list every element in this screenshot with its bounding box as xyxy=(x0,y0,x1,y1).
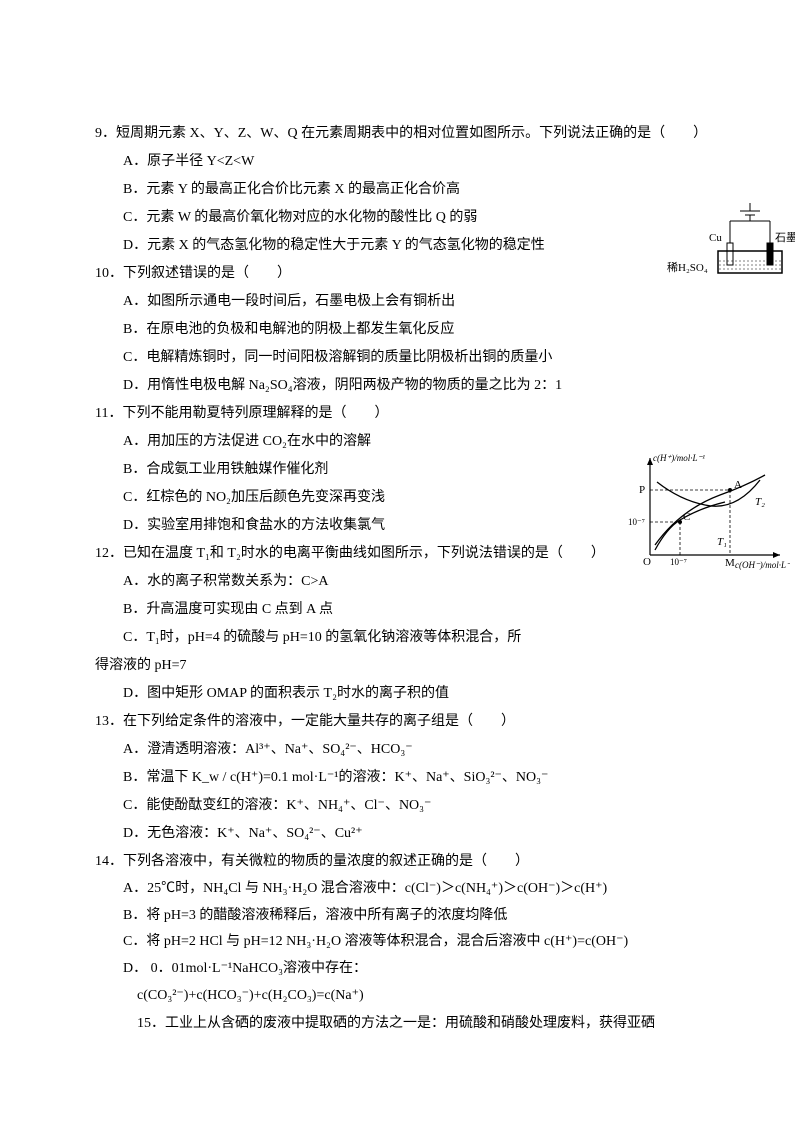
q12-stem: 12．已知在温度 T₁和 T₂时水的电离平衡曲线如图所示，下列说法错误的是（ ） xyxy=(95,540,705,568)
q10-opt-d: D．用惰性电极电解 Na₂SO₄溶液，阴阳两极产物的物质的量之比为 2：1 xyxy=(95,372,705,400)
graphite-label: 石墨 xyxy=(775,231,795,244)
q11-stem: 11．下列不能用勒夏特列原理解释的是（ ） xyxy=(95,400,705,428)
q11-opt-c: C．红棕色的 NO₂加压后颜色先变深再变浅 xyxy=(95,484,705,512)
svg-text:T₁: T₁ xyxy=(717,536,727,548)
svg-text:c(OH⁻)/mol·L⁻¹: c(OH⁻)/mol·L⁻¹ xyxy=(735,560,790,570)
q14-opt-d: D． 0．01mol·L⁻¹NaHCO₃溶液中存在： xyxy=(95,956,705,983)
q13-opt-d: D．无色溶液：K⁺、Na⁺、SO₄²⁻、Cu²⁺ xyxy=(95,820,705,848)
svg-text:c(H⁺)/mol·L⁻¹: c(H⁺)/mol·L⁻¹ xyxy=(653,453,705,463)
q9-opt-b: B．元素 Y 的最高正化合价比元素 X 的最高正化合价高 xyxy=(95,176,705,204)
q13-opt-a: A．澄清透明溶液：Al³⁺、Na⁺、SO₄²⁻、HCO₃⁻ xyxy=(95,736,705,764)
q12-opt-c-part1: C．T₁时，pH=4 的硫酸与 pH=10 的氢氧化钠溶液等体积混合，所 xyxy=(95,624,705,652)
q11-opt-d: D．实验室用排饱和食盐水的方法收集氯气 xyxy=(95,512,705,540)
q9-opt-a: A．原子半径 Y<Z<W xyxy=(95,148,705,176)
exam-content: 9．短周期元素 X、Y、Z、W、Q 在元素周期表中的相对位置如图所示。下列说法正… xyxy=(95,120,705,1038)
svg-text:O: O xyxy=(643,556,651,568)
q10-stem: 10．下列叙述错误的是（ ） xyxy=(95,260,705,288)
svg-text:10⁻⁷: 10⁻⁷ xyxy=(670,557,687,567)
q9-opt-d: D．元素 X 的气态氢化物的稳定性大于元素 Y 的气态氢化物的稳定性 xyxy=(95,232,705,260)
q11-opt-b: B．合成氨工业用铁触媒作催化剂 xyxy=(95,456,705,484)
q9-stem: 9．短周期元素 X、Y、Z、W、Q 在元素周期表中的相对位置如图所示。下列说法正… xyxy=(95,120,705,148)
svg-text:A: A xyxy=(734,479,742,491)
svg-text:T₂: T₂ xyxy=(755,496,765,508)
q14-opt-d2: c(CO₃²⁻)+c(HCO₃⁻)+c(H₂CO₃)=c(Na⁺) xyxy=(95,982,705,1010)
q13-opt-c: C．能使酚酞变红的溶液：K⁺、NH₄⁺、Cl⁻、NO₃⁻ xyxy=(95,792,705,820)
q12-opt-b: B．升高温度可实现由 C 点到 A 点 xyxy=(95,596,705,624)
q12-opt-c-part2: 得溶液的 pH=7 xyxy=(95,652,705,680)
q10-opt-a: A．如图所示通电一段时间后，石墨电极上会有铜析出 xyxy=(95,288,705,316)
q12-opt-a: A．水的离子积常数关系为：C>A xyxy=(95,568,705,596)
q12-opt-d: D．图中矩形 OMAP 的面积表示 T₂时水的离子积的值 xyxy=(95,680,705,708)
electrolysis-figure: Cu 石墨 稀H₂SO₄ xyxy=(705,203,795,281)
q13-opt-b: B．常温下 K_w / c(H⁺)=0.1 mol·L⁻¹的溶液：K⁺、Na⁺、… xyxy=(95,764,705,792)
q14-opt-b: B．将 pH=3 的醋酸溶液稀释后，溶液中所有离子的浓度均降低 xyxy=(95,903,705,930)
q13-stem: 13．在下列给定条件的溶液中，一定能大量共存的离子组是（ ） xyxy=(95,708,705,736)
q14-stem: 14．下列各溶液中，有关微粒的物质的量浓度的叙述正确的是（ ） xyxy=(95,848,705,876)
q11-opt-a: A．用加压的方法促进 CO₂在水中的溶解 xyxy=(95,428,705,456)
svg-text:C: C xyxy=(683,511,690,523)
q14-opt-c: C．将 pH=2 HCl 与 pH=12 NH₃·H₂O 溶液等体积混合，混合后… xyxy=(95,929,705,956)
svg-text:M: M xyxy=(725,557,735,569)
q10-opt-c: C．电解精炼铜时，同一时间阳极溶解铜的质量比阴极析出铜的质量小 xyxy=(95,344,705,372)
solution-label: 稀H₂SO₄ xyxy=(667,257,708,279)
q14-opt-a: A．25℃时，NH₄Cl 与 NH₃·H₂O 混合溶液中：c(Cl⁻)＞c(NH… xyxy=(95,876,705,903)
curve-figure: c(H⁺)/mol·L⁻¹ c(OH⁻)/mol·L⁻¹ 10⁻⁷ 10⁻⁷ P… xyxy=(625,450,790,575)
cu-label: Cu xyxy=(709,232,722,244)
svg-text:10⁻⁷: 10⁻⁷ xyxy=(628,517,645,527)
q15-stem: 15．工业上从含硒的废液中提取硒的方法之一是：用硫酸和硝酸处理废料，获得亚硒 xyxy=(95,1010,705,1038)
q9-opt-c: C．元素 W 的最高价氧化物对应的水化物的酸性比 Q 的弱 xyxy=(95,204,705,232)
q10-opt-b: B．在原电池的负极和电解池的阴极上都发生氧化反应 xyxy=(95,316,705,344)
svg-text:P: P xyxy=(639,484,645,496)
